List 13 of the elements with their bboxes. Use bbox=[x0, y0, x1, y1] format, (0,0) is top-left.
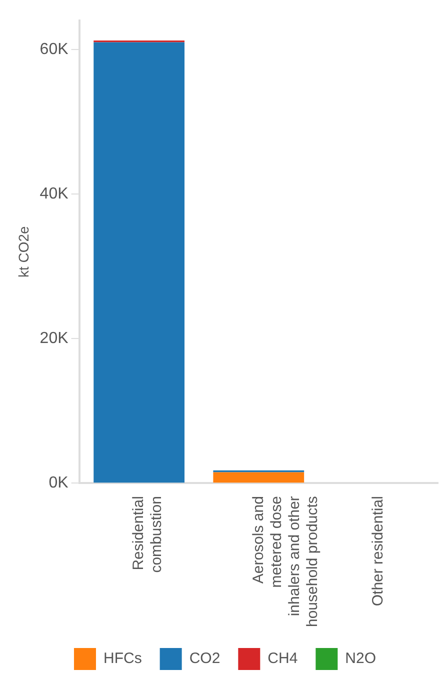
bar bbox=[94, 42, 184, 483]
y-tick-label: 40K bbox=[40, 185, 69, 202]
legend-label: CH4 bbox=[268, 650, 298, 668]
y-tick-label: 20K bbox=[40, 330, 69, 347]
legend-label: HFCs bbox=[103, 650, 142, 668]
y-axis-title: kt CO2e bbox=[15, 226, 32, 278]
y-tick-label: 0K bbox=[48, 474, 69, 492]
y-tick-label: 60K bbox=[40, 40, 69, 58]
x-tick-label: Residential combustion bbox=[130, 496, 166, 573]
bar bbox=[213, 472, 304, 483]
legend-label: N2O bbox=[345, 650, 376, 668]
legend-label: CO2 bbox=[189, 650, 220, 668]
x-tick-label: Other residential bbox=[369, 496, 386, 606]
